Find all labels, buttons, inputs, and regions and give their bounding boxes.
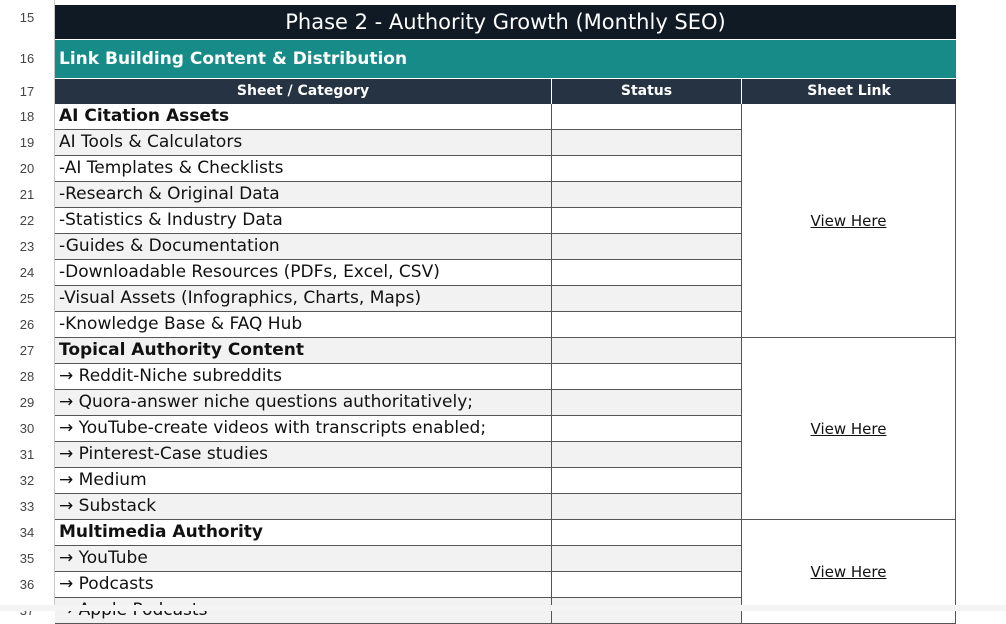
status-cell[interactable] xyxy=(552,156,742,182)
row-number[interactable]: 26 xyxy=(19,317,35,332)
row-number[interactable]: 18 xyxy=(19,109,35,124)
row-number[interactable]: 32 xyxy=(19,473,35,488)
row-number[interactable]: 23 xyxy=(19,239,35,254)
status-cell[interactable] xyxy=(552,260,742,286)
view-here-link[interactable]: View Here xyxy=(810,562,887,581)
category-item-cell[interactable]: → Apple Podcasts xyxy=(55,598,552,624)
row-number[interactable]: 36 xyxy=(19,577,35,592)
category-item-cell[interactable]: → YouTube xyxy=(55,546,552,572)
status-cell[interactable] xyxy=(552,104,742,130)
category-item-cell[interactable]: -Knowledge Base & FAQ Hub xyxy=(55,312,552,338)
status-cell[interactable] xyxy=(552,338,742,364)
phase-title-banner[interactable]: Phase 2 - Authority Growth (Monthly SEO) xyxy=(55,5,956,40)
status-cell[interactable] xyxy=(552,520,742,546)
status-cell[interactable] xyxy=(552,390,742,416)
section-title-banner[interactable]: Link Building Content & Distribution xyxy=(55,40,956,78)
view-here-link[interactable]: View Here xyxy=(810,419,887,438)
sheet-link-cell[interactable]: View Here xyxy=(742,338,956,520)
row-number[interactable]: 15 xyxy=(19,10,35,25)
row-number[interactable]: 33 xyxy=(19,499,35,514)
category-item-cell[interactable]: → Substack xyxy=(55,494,552,520)
row-number[interactable]: 25 xyxy=(19,291,35,306)
row-number[interactable]: 35 xyxy=(19,551,35,566)
row-number[interactable]: 31 xyxy=(19,447,35,462)
category-item-cell[interactable]: -Research & Original Data xyxy=(55,182,552,208)
status-cell[interactable] xyxy=(552,494,742,520)
status-cell[interactable] xyxy=(552,442,742,468)
row-header-column: 15 16 17 18 19 20 21 22 23 24 25 26 27 28 29 30 31 32 33 34… xyxy=(0,0,55,618)
status-cell[interactable] xyxy=(552,598,742,624)
category-item-cell[interactable]: → Pinterest-Case studies xyxy=(55,442,552,468)
status-cell[interactable] xyxy=(552,468,742,494)
category-item-cell[interactable]: AI Tools & Calculators xyxy=(55,130,552,156)
category-heading-cell[interactable]: Topical Authority Content xyxy=(55,338,552,364)
row-number[interactable]: 19 xyxy=(19,135,35,150)
row-number[interactable]: 22 xyxy=(19,213,35,228)
row-number[interactable]: 37 xyxy=(0,598,54,624)
sheet-grid: Phase 2 - Authority Growth (Monthly SEO)… xyxy=(55,0,956,624)
row-number[interactable]: 27 xyxy=(19,343,35,358)
row-number[interactable]: 21 xyxy=(19,187,35,202)
category-item-cell[interactable]: → Podcasts xyxy=(55,572,552,598)
status-cell[interactable] xyxy=(552,182,742,208)
sheet-link-cell[interactable]: View Here xyxy=(742,104,956,338)
category-item-cell[interactable]: → Medium xyxy=(55,468,552,494)
category-item-cell[interactable]: -Guides & Documentation xyxy=(55,234,552,260)
view-here-link[interactable]: View Here xyxy=(810,211,887,230)
row-number[interactable]: 20 xyxy=(19,161,35,176)
bottom-edge xyxy=(0,605,1006,611)
status-cell[interactable] xyxy=(552,234,742,260)
category-heading-cell[interactable]: Multimedia Authority xyxy=(55,520,552,546)
category-item-cell[interactable]: -Statistics & Industry Data xyxy=(55,208,552,234)
category-item-cell[interactable]: → Quora-answer niche questions authorita… xyxy=(55,390,552,416)
column-header-category[interactable]: Sheet / Category xyxy=(55,79,552,104)
status-cell[interactable] xyxy=(552,546,742,572)
row-number[interactable]: 30 xyxy=(19,421,35,436)
category-item-cell[interactable]: → Reddit-Niche subreddits xyxy=(55,364,552,390)
row-number[interactable]: 28 xyxy=(19,369,35,384)
status-cell[interactable] xyxy=(552,572,742,598)
status-cell[interactable] xyxy=(552,130,742,156)
status-cell[interactable] xyxy=(552,364,742,390)
row-number[interactable]: 29 xyxy=(19,395,35,410)
category-heading-cell[interactable]: AI Citation Assets xyxy=(55,104,552,130)
row-number[interactable]: 34 xyxy=(19,525,35,540)
status-cell[interactable] xyxy=(552,208,742,234)
column-header-status[interactable]: Status xyxy=(552,79,742,104)
status-cell[interactable] xyxy=(552,286,742,312)
row-number[interactable]: 24 xyxy=(19,265,35,280)
row-number[interactable]: 17 xyxy=(19,84,35,99)
row-number[interactable]: 16 xyxy=(19,51,35,66)
category-item-cell[interactable]: -Visual Assets (Infographics, Charts, Ma… xyxy=(55,286,552,312)
category-item-cell[interactable]: -Downloadable Resources (PDFs, Excel, CS… xyxy=(55,260,552,286)
status-cell[interactable] xyxy=(552,416,742,442)
status-cell[interactable] xyxy=(552,312,742,338)
category-item-cell[interactable]: -AI Templates & Checklists xyxy=(55,156,552,182)
category-item-cell[interactable]: → YouTube-create videos with transcripts… xyxy=(55,416,552,442)
column-header-sheet-link[interactable]: Sheet Link xyxy=(742,79,956,104)
